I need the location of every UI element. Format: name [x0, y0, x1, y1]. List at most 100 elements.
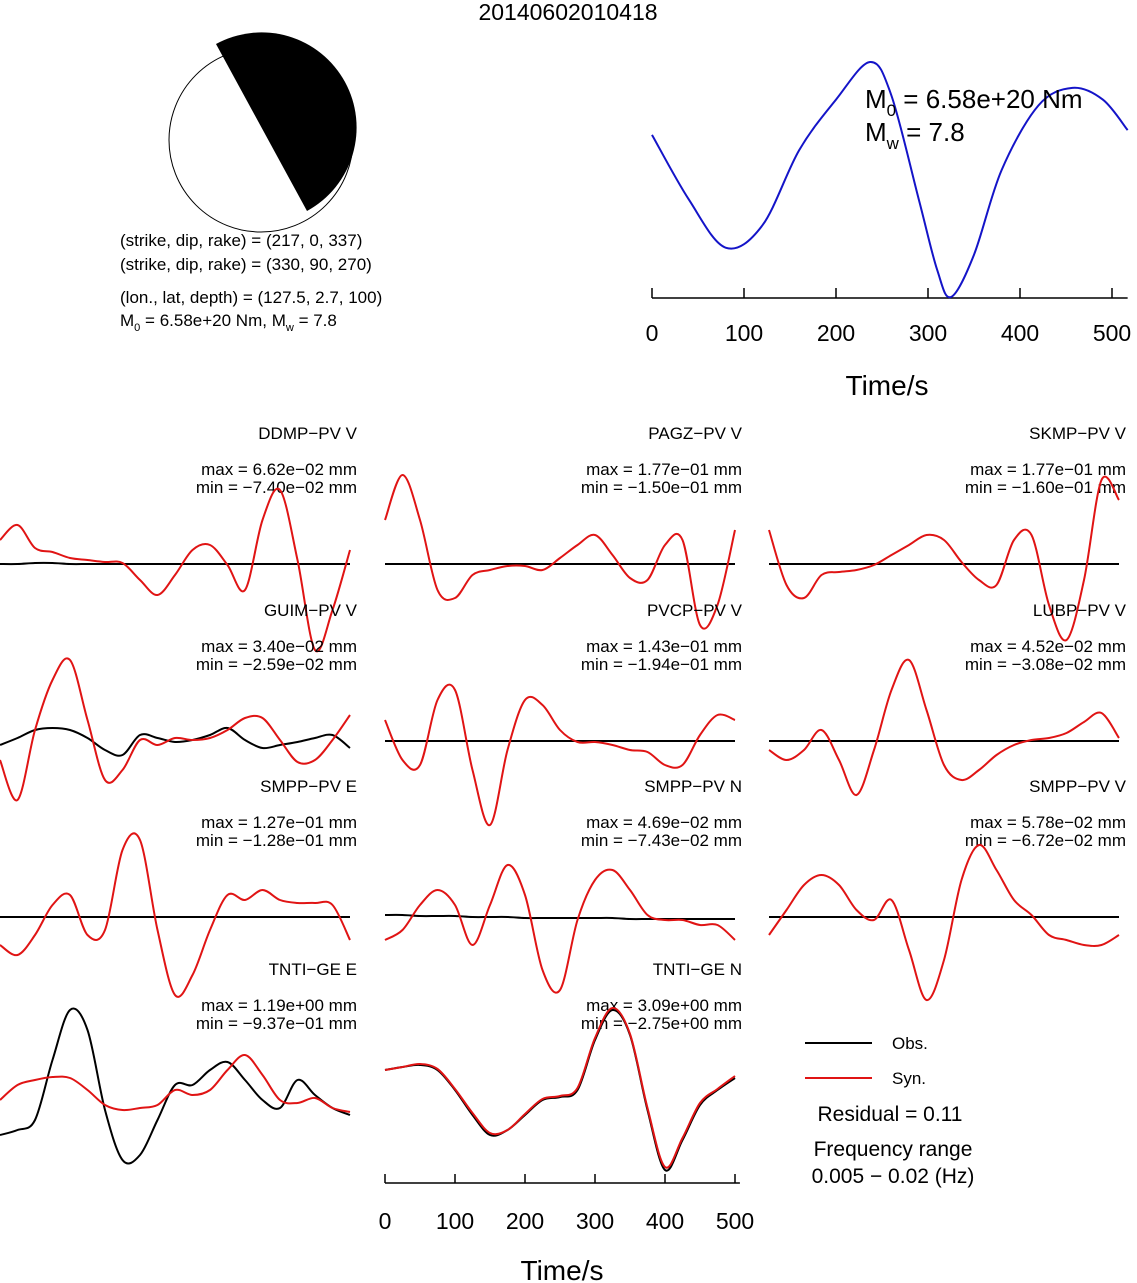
text-part: M — [865, 84, 887, 114]
min-label: min = −1.28e−01 mm — [196, 831, 357, 850]
synthetic-trace — [384, 863, 736, 994]
text-part: = 7.8 — [899, 117, 965, 147]
beachball-compressional — [216, 32, 357, 211]
max-label: max = 3.40e−02 mm — [201, 637, 357, 656]
beachball — [168, 32, 357, 233]
station-label: PVCP−PV V — [647, 601, 743, 620]
mechanism-text: (strike, dip, rake) = (217, 0, 337) — [120, 231, 362, 250]
observed-trace — [0, 1007, 351, 1165]
figure-title: 20140602010418 — [478, 0, 657, 25]
x-tick-label: 300 — [576, 1208, 614, 1234]
station-label: GUIM−PV V — [264, 601, 358, 620]
min-label: min = −7.43e−02 mm — [581, 831, 742, 850]
max-label: max = 4.69e−02 mm — [586, 813, 742, 832]
text-part: M — [865, 117, 887, 147]
synthetic-trace — [768, 844, 1120, 1001]
max-label: max = 5.78e−02 mm — [970, 813, 1126, 832]
max-label: max = 1.19e+00 mm — [201, 996, 357, 1015]
mechanism-text: (strike, dip, rake) = (330, 90, 270) — [120, 255, 372, 274]
subscript: w — [285, 322, 294, 334]
source-time-function — [651, 61, 1129, 299]
synthetic-trace — [384, 1007, 736, 1169]
x-tick-label: 0 — [379, 1208, 392, 1234]
frequency-text: Frequency range — [814, 1138, 973, 1161]
moment-annotation: M0 = 6.58e+20 Nm — [865, 84, 1083, 120]
min-label: min = −2.75e+00 mm — [581, 1014, 742, 1033]
x-tick-label: 400 — [1001, 320, 1039, 346]
text-part: = 6.58e+20 Nm, M — [140, 311, 286, 330]
synthetic-trace — [768, 658, 1120, 796]
x-tick-label: 100 — [436, 1208, 474, 1234]
max-label: max = 1.77e−01 mm — [586, 460, 742, 479]
synthetic-trace — [0, 487, 351, 653]
subscript: w — [886, 134, 900, 153]
station-label: DDMP−PV V — [258, 424, 357, 443]
max-label: max = 1.77e−01 mm — [970, 460, 1126, 479]
observed-trace — [0, 726, 351, 757]
legend-label: Obs. — [892, 1034, 928, 1053]
station-label: LUBP−PV V — [1033, 601, 1127, 620]
station-label: TNTI−GE N — [653, 960, 742, 979]
min-label: min = −6.72e−02 mm — [965, 831, 1126, 850]
x-tick-label: 400 — [646, 1208, 684, 1234]
min-label: min = −1.60e−01 mm — [965, 478, 1126, 497]
text-part: M — [120, 311, 134, 330]
residual-text: Residual = 0.11 — [818, 1103, 963, 1126]
x-axis-label: Time/s — [846, 370, 929, 401]
max-label: max = 1.43e−01 mm — [586, 637, 742, 656]
x-tick-label: 200 — [506, 1208, 544, 1234]
max-label: max = 6.62e−02 mm — [201, 460, 357, 479]
x-tick-label: 0 — [646, 320, 659, 346]
min-label: min = −1.50e−01 mm — [581, 478, 742, 497]
observed-trace — [384, 913, 735, 921]
station-label: TNTI−GE E — [269, 960, 357, 979]
text-part: = 6.58e+20 Nm — [896, 84, 1082, 114]
x-tick-label: 500 — [716, 1208, 754, 1234]
synthetic-trace — [0, 832, 351, 998]
synthetic-trace — [768, 475, 1120, 642]
subscript: 0 — [887, 101, 896, 120]
min-label: min = −9.37e−01 mm — [196, 1014, 357, 1033]
min-label: min = −2.59e−02 mm — [196, 655, 357, 674]
moment-text: M0 = 6.58e+20 Nm, Mw = 7.8 — [120, 311, 337, 334]
x-axis-label: Time/s — [521, 1255, 604, 1283]
max-label: max = 3.09e+00 mm — [586, 996, 742, 1015]
synthetic-trace — [0, 1054, 351, 1113]
station-label: SMPP−PV E — [260, 777, 357, 796]
synthetic-trace — [384, 683, 736, 827]
max-label: max = 4.52e−02 mm — [970, 637, 1126, 656]
synthetic-trace — [0, 657, 351, 802]
x-tick-label: 300 — [909, 320, 947, 346]
max-label: max = 1.27e−01 mm — [201, 813, 357, 832]
x-tick-label: 200 — [817, 320, 855, 346]
station-label: SMPP−PV N — [644, 777, 742, 796]
frequency-text: 0.005 − 0.02 (Hz) — [812, 1165, 975, 1188]
station-label: SMPP−PV V — [1029, 777, 1127, 796]
location-text: (lon., lat, depth) = (127.5, 2.7, 100) — [120, 288, 382, 307]
station-label: PAGZ−PV V — [648, 424, 742, 443]
observed-trace — [384, 1009, 736, 1172]
x-tick-label: 500 — [1093, 320, 1131, 346]
legend-label: Syn. — [892, 1069, 926, 1088]
min-label: min = −7.40e−02 mm — [196, 478, 357, 497]
text-part: = 7.8 — [294, 311, 337, 330]
min-label: min = −1.94e−01 mm — [581, 655, 742, 674]
subscript: 0 — [134, 322, 140, 334]
observed-trace — [0, 561, 350, 566]
x-tick-label: 100 — [725, 320, 763, 346]
station-label: SKMP−PV V — [1029, 424, 1127, 443]
min-label: min = −3.08e−02 mm — [965, 655, 1126, 674]
synthetic-trace — [384, 473, 736, 630]
